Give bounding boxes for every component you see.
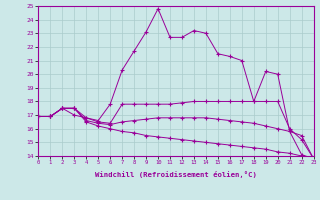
X-axis label: Windchill (Refroidissement éolien,°C): Windchill (Refroidissement éolien,°C) (95, 171, 257, 178)
